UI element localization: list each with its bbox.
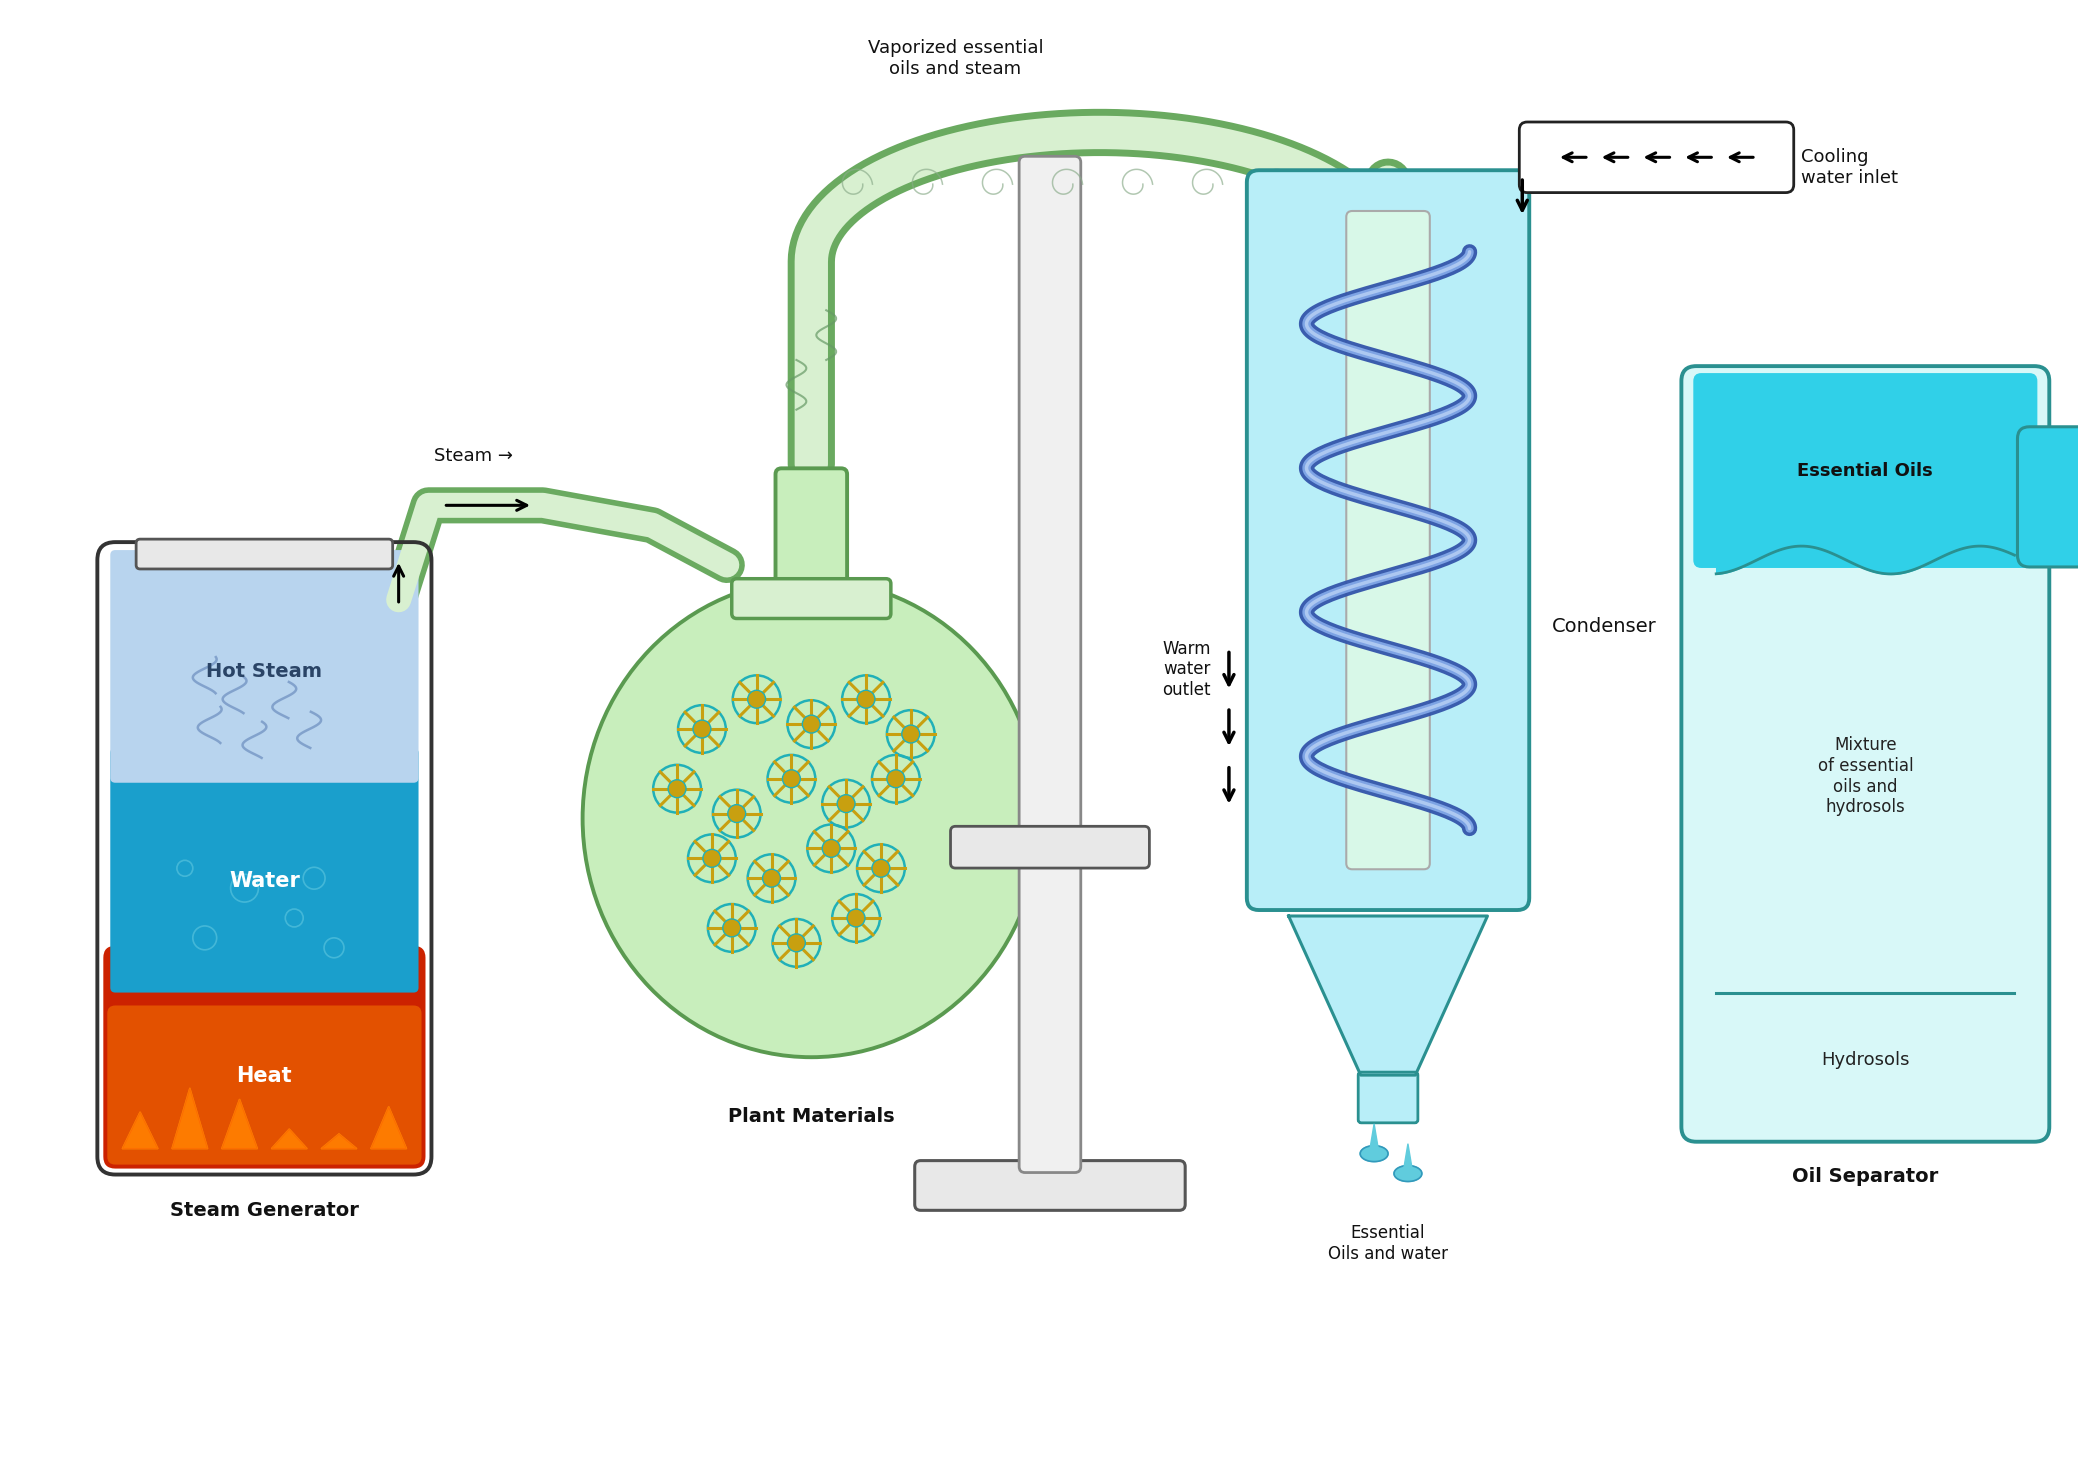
FancyBboxPatch shape	[775, 469, 846, 614]
FancyBboxPatch shape	[1346, 211, 1430, 870]
Circle shape	[702, 849, 721, 867]
Polygon shape	[271, 1128, 306, 1149]
Text: Oil Separator: Oil Separator	[1792, 1167, 1938, 1186]
FancyBboxPatch shape	[731, 578, 890, 618]
Text: Steam Generator: Steam Generator	[171, 1201, 358, 1220]
Circle shape	[763, 870, 782, 887]
FancyBboxPatch shape	[110, 748, 419, 992]
Text: Steam →: Steam →	[433, 447, 513, 464]
FancyBboxPatch shape	[1682, 367, 2049, 1142]
Polygon shape	[1394, 1165, 1421, 1182]
FancyBboxPatch shape	[104, 947, 425, 1168]
Polygon shape	[221, 1099, 258, 1149]
Text: Essential
Oils and water: Essential Oils and water	[1328, 1225, 1448, 1263]
FancyBboxPatch shape	[1694, 373, 2038, 568]
Polygon shape	[321, 1134, 356, 1149]
Text: Vaporized essential
oils and steam: Vaporized essential oils and steam	[867, 38, 1044, 78]
Circle shape	[857, 691, 875, 708]
Polygon shape	[173, 1089, 208, 1149]
Circle shape	[727, 805, 746, 822]
Text: Hot Steam: Hot Steam	[206, 663, 323, 682]
Text: Essential Oils: Essential Oils	[1798, 461, 1934, 479]
Circle shape	[788, 933, 804, 952]
Circle shape	[888, 771, 904, 788]
Text: Cooling
water inlet: Cooling water inlet	[1801, 148, 1899, 186]
FancyBboxPatch shape	[915, 1161, 1186, 1210]
Polygon shape	[123, 1112, 158, 1149]
FancyBboxPatch shape	[2017, 427, 2084, 566]
Polygon shape	[1369, 1124, 1378, 1148]
Circle shape	[802, 716, 821, 734]
Text: Condenser: Condenser	[1553, 617, 1657, 636]
Text: Hydrosols: Hydrosols	[1821, 1050, 1909, 1069]
Polygon shape	[1288, 916, 1488, 1075]
Text: Water: Water	[229, 871, 300, 890]
Polygon shape	[371, 1106, 406, 1149]
FancyBboxPatch shape	[135, 540, 392, 569]
FancyBboxPatch shape	[1519, 121, 1794, 192]
Text: Warm
water
outlet: Warm water outlet	[1163, 639, 1211, 700]
FancyBboxPatch shape	[110, 550, 419, 782]
FancyBboxPatch shape	[1246, 170, 1530, 910]
Text: Plant Materials: Plant Materials	[727, 1106, 894, 1126]
Circle shape	[782, 771, 800, 788]
Polygon shape	[371, 1106, 406, 1149]
Circle shape	[871, 859, 890, 877]
Circle shape	[838, 794, 854, 812]
Polygon shape	[1405, 1143, 1411, 1167]
Polygon shape	[221, 1099, 258, 1149]
Polygon shape	[123, 1112, 158, 1149]
Polygon shape	[1361, 1146, 1388, 1161]
Text: Heat: Heat	[238, 1066, 292, 1086]
Text: Mixture
of essential
oils and
hydrosols: Mixture of essential oils and hydrosols	[1817, 737, 1913, 816]
Circle shape	[823, 840, 840, 858]
FancyBboxPatch shape	[1359, 1072, 1417, 1123]
Circle shape	[846, 910, 865, 927]
Circle shape	[694, 720, 711, 738]
Polygon shape	[271, 1128, 306, 1149]
Circle shape	[748, 691, 765, 708]
Ellipse shape	[584, 580, 1040, 1057]
Circle shape	[723, 918, 740, 936]
FancyBboxPatch shape	[950, 827, 1150, 868]
Circle shape	[669, 779, 686, 797]
Circle shape	[902, 725, 919, 742]
Polygon shape	[321, 1134, 356, 1149]
FancyBboxPatch shape	[1019, 157, 1082, 1173]
FancyBboxPatch shape	[106, 1006, 421, 1164]
Polygon shape	[173, 1089, 208, 1149]
